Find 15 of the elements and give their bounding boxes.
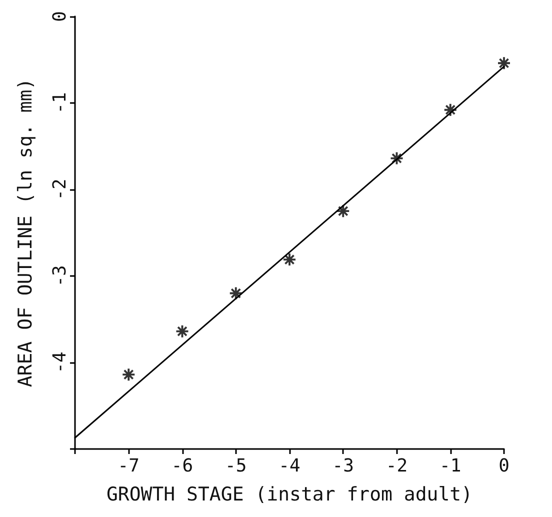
x-tick-label: -2 — [386, 456, 408, 476]
y-tick-label: -4 — [50, 352, 70, 374]
y-tick-label: -1 — [50, 92, 70, 114]
x-tick-label: -5 — [225, 456, 247, 476]
y-tick-label: -3 — [50, 265, 70, 287]
x-tick-label: -4 — [278, 456, 300, 476]
x-axis-title: GROWTH STAGE (instar from adult) — [106, 484, 473, 506]
x-tick-label: -3 — [332, 456, 354, 476]
y-axis-title: AREA OF OUTLINE (ln sq. mm) — [14, 78, 36, 388]
x-tick-label: -1 — [440, 456, 462, 476]
y-tick-label: 0 — [50, 10, 70, 22]
x-tick-label: -6 — [171, 456, 194, 476]
y-tick-label: -2 — [50, 178, 70, 200]
x-tick-label: -7 — [118, 456, 140, 476]
x-tick-label: 0 — [498, 456, 510, 476]
